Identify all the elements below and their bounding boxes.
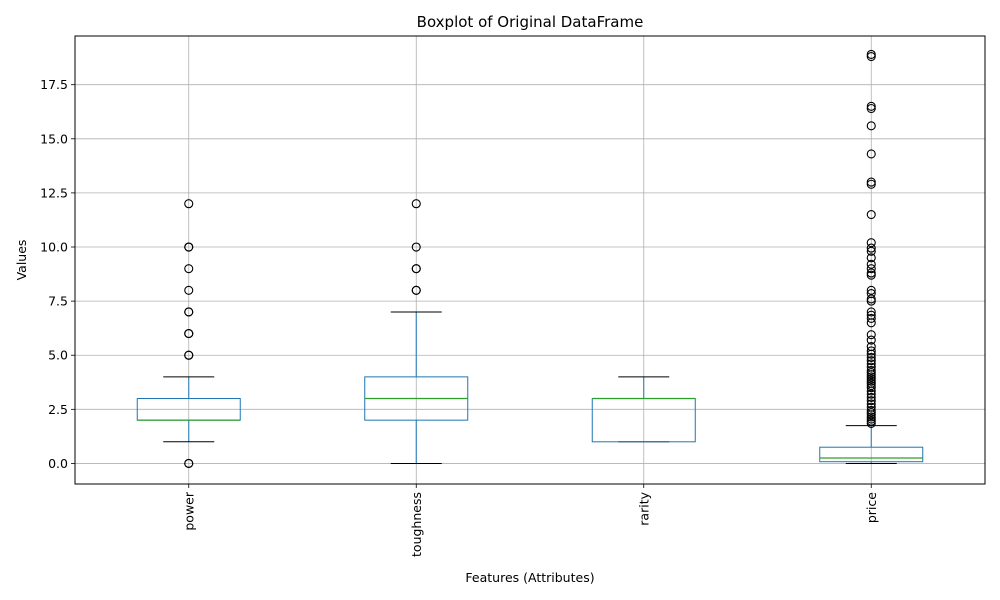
outlier-point: [866, 405, 876, 415]
y-tick-label: 10.0: [40, 240, 68, 255]
outlier-point: [866, 399, 876, 409]
y-tick-label: 17.5: [40, 77, 68, 92]
grid: [75, 36, 985, 484]
outlier-point: [866, 396, 876, 406]
x-tick-label-price: price: [864, 492, 879, 523]
outlier-point: [866, 294, 876, 304]
outlier-point: [866, 121, 876, 131]
y-tick-label: 5.0: [48, 348, 68, 363]
y-tick-label: 7.5: [48, 294, 68, 309]
box-price: [819, 49, 924, 464]
outlier-point: [866, 359, 876, 369]
outlier-point: [866, 392, 876, 402]
outlier-point: [866, 330, 876, 340]
y-axis-label: Values: [14, 240, 29, 281]
outlier-point: [866, 310, 876, 320]
x-tick-label-toughness: toughness: [409, 492, 424, 557]
x-axis-label: Features (Attributes): [465, 570, 594, 585]
outlier-point: [184, 264, 194, 274]
outlier-point: [866, 346, 876, 356]
y-tick-label: 2.5: [48, 402, 68, 417]
iqr-box: [819, 446, 924, 463]
outlier-point: [866, 313, 876, 323]
y-tick-label: 15.0: [40, 131, 68, 146]
box-rarity: [591, 376, 696, 443]
outlier-point: [866, 210, 876, 220]
outlier-point: [866, 352, 876, 362]
outlier-point: [866, 149, 876, 159]
outlier-point: [184, 307, 194, 317]
outlier-point: [866, 246, 876, 256]
x-tick-label-power: power: [181, 491, 196, 530]
outlier-point: [866, 288, 876, 299]
x-tick-label-rarity: rarity: [636, 491, 651, 525]
outlier-point: [411, 264, 421, 274]
y-tick-label: 12.5: [40, 185, 68, 200]
outlier-point: [184, 329, 194, 339]
outlier-point: [866, 253, 876, 263]
box-toughness: [364, 199, 469, 464]
box-power: [136, 199, 241, 468]
ticks: 0.0 2.5 5.0 7.5 10.0 12.5 15.0 17.5 power toughne…: [40, 77, 879, 557]
outlier-point: [184, 242, 194, 252]
y-tick-label: 0.0: [48, 456, 68, 471]
chart-title: Boxplot of Original DataFrame: [417, 13, 644, 31]
outlier-point: [866, 307, 876, 317]
boxes: [136, 49, 924, 468]
outlier-point: [866, 342, 876, 352]
outlier-point: [866, 285, 876, 295]
outlier-point: [866, 243, 876, 253]
outlier-point: [866, 238, 876, 248]
outlier-point: [411, 199, 421, 209]
plot-frame: [74, 35, 986, 485]
outlier-point: [184, 350, 194, 360]
outlier-point: [184, 285, 194, 295]
outlier-point: [866, 49, 876, 59]
outlier-point: [866, 365, 876, 375]
outlier-point: [866, 268, 876, 278]
outlier-point: [866, 177, 876, 187]
outlier-point: [866, 402, 876, 412]
outlier-point: [866, 259, 876, 269]
outlier-point: [411, 242, 421, 252]
outlier-point: [866, 335, 876, 345]
outlier-point: [866, 362, 876, 372]
outlier-point: [866, 389, 876, 399]
outlier-point: [184, 458, 194, 468]
outlier-point: [184, 199, 194, 209]
outlier-point: [866, 264, 876, 274]
outlier-point: [411, 285, 421, 295]
outlier-point: [866, 356, 876, 366]
outlier-point: [866, 101, 876, 111]
